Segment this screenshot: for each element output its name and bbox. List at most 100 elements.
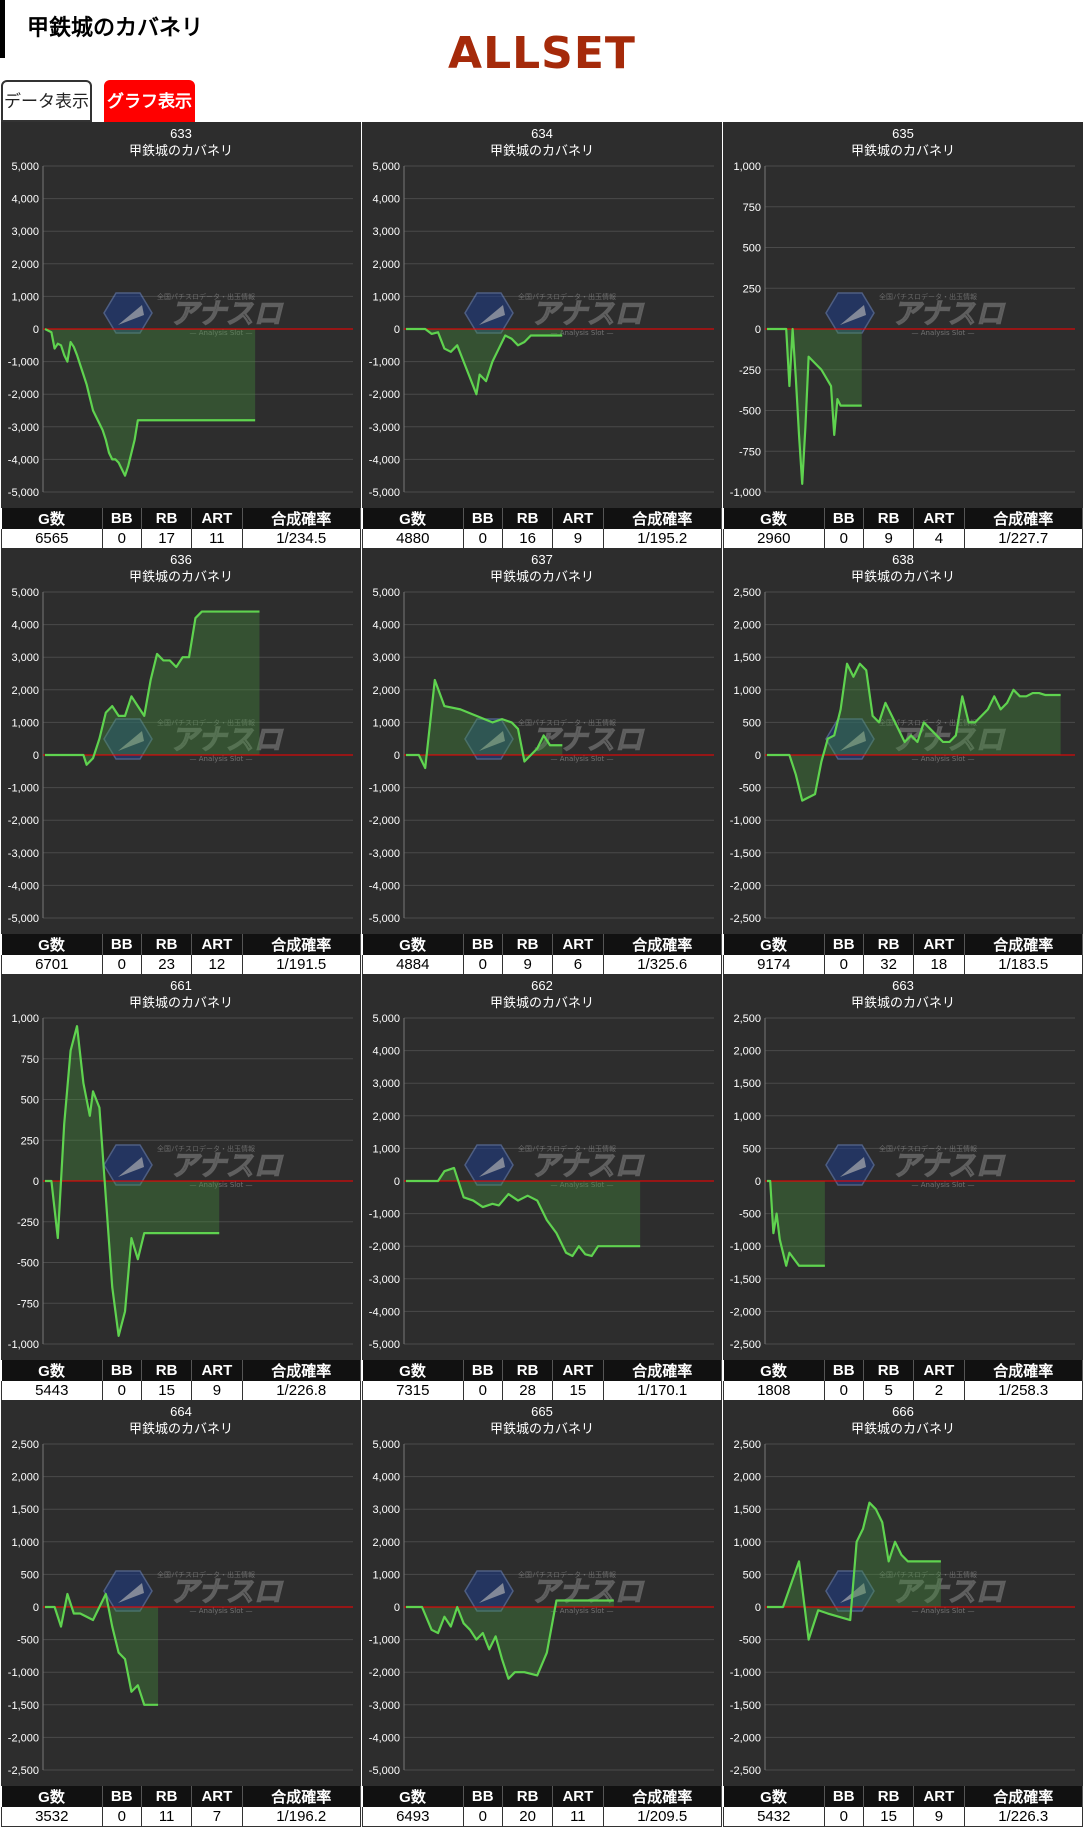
svg-text:アナスロ: アナスロ <box>892 297 1005 330</box>
svg-text:全国パチスロデータ・出玉情報: 全国パチスロデータ・出玉情報 <box>879 718 977 727</box>
y-tick-label: -1,500 <box>730 1274 761 1286</box>
chart-grid: 633 甲鉄城のカバネリ 5,000 4,000 3,000 2,000 1,000 0 -1,… <box>1 122 1083 1827</box>
svg-text:アナスロ: アナスロ <box>531 1149 644 1182</box>
stats-header-cell: 合成確率 <box>603 508 722 529</box>
svg-text:アナスロ: アナスロ <box>531 723 644 756</box>
stats-header-cell: ART <box>552 934 604 955</box>
stats-value-cell: 1/195.2 <box>602 529 722 549</box>
y-tick-label: 5,000 <box>372 1013 400 1025</box>
stats-header-cell: 合成確率 <box>603 1360 722 1381</box>
stats-value-cell: 16 <box>501 529 554 549</box>
y-tick-label: 750 <box>743 202 761 214</box>
y-tick-label: -4,000 <box>369 454 400 466</box>
y-tick-label: 2,000 <box>11 685 39 697</box>
stats-header-cell: RB <box>863 508 915 529</box>
chart-background <box>723 974 1083 1360</box>
tab-graph-view[interactable]: グラフ表示 <box>104 80 195 122</box>
y-tick-label: -250 <box>17 1217 39 1229</box>
series-line <box>406 1599 614 1680</box>
chart-panel-666: 666 甲鉄城のカバネリ 2,500 2,000 1,500 1,000 500 0 -500 -… <box>723 1400 1083 1827</box>
stats-header-cell: G数 <box>1 1786 103 1807</box>
stats-value-cell: 1/183.5 <box>963 955 1083 975</box>
y-tick-label: 750 <box>21 1054 39 1066</box>
y-tick-label: -2,000 <box>8 389 39 401</box>
y-tick-label: 500 <box>743 717 761 729</box>
stats-header-cell: G数 <box>362 934 464 955</box>
y-tick-label: -1,500 <box>8 1700 39 1712</box>
y-tick-label: 1,000 <box>372 1143 400 1155</box>
chart-title: 661 <box>170 978 192 993</box>
stats-header-cell: ART <box>191 508 243 529</box>
y-tick-label: 2,000 <box>11 259 39 271</box>
svg-text:アナスロ: アナスロ <box>892 1149 1005 1182</box>
chart-background <box>362 122 722 508</box>
y-tick-label: 2,000 <box>11 1472 39 1484</box>
chart-svg: 664 甲鉄城のカバネリ 2,500 2,000 1,500 1,000 500 0 -500 -… <box>1 1400 361 1786</box>
stats-header-cell: ART <box>552 508 604 529</box>
series-area <box>406 1167 641 1256</box>
stats-value-cell: 2 <box>913 1381 965 1401</box>
stats-table: G数 BB RB ART 合成確率 6701 0 23 12 1/191.5 <box>1 934 361 975</box>
svg-text:アナスロ: アナスロ <box>892 1575 1005 1608</box>
svg-text:アナスロ: アナスロ <box>892 723 1005 756</box>
svg-text:アナスロ: アナスロ <box>531 1575 644 1608</box>
y-tick-label: 0 <box>394 750 400 762</box>
series-line <box>406 327 563 396</box>
stats-header-cell: BB <box>102 1786 143 1807</box>
y-tick-label: 0 <box>394 1602 400 1614</box>
chart-title: 636 <box>170 552 192 567</box>
stats-table: G数 BB RB ART 合成確率 9174 0 32 18 1/183.5 <box>723 934 1083 975</box>
stats-value-cell: 0 <box>462 955 504 975</box>
y-tick-label: -4,000 <box>8 454 39 466</box>
chart-panel-636: 636 甲鉄城のカバネリ 5,000 4,000 3,000 2,000 1,000 0 -1,… <box>1 548 361 975</box>
chart-subtitle: 甲鉄城のカバネリ <box>490 1422 594 1437</box>
stats-value-cell: 2960 <box>723 529 825 549</box>
y-tick-label: -1,000 <box>730 815 761 827</box>
y-tick-label: 0 <box>33 324 39 336</box>
stats-header-cell: 合成確率 <box>964 508 1083 529</box>
stats-header-cell: BB <box>824 1786 865 1807</box>
y-tick-label: 4,000 <box>372 1472 400 1484</box>
chart-svg: 638 甲鉄城のカバネリ 2,500 2,000 1,500 1,000 500 0 -500 -… <box>723 548 1083 934</box>
y-tick-label: -4,000 <box>369 1732 400 1744</box>
y-tick-label: 2,000 <box>372 259 400 271</box>
chart-svg: 666 甲鉄城のカバネリ 2,500 2,000 1,500 1,000 500 0 -500 -… <box>723 1400 1083 1786</box>
stats-value-cell: 1/325.6 <box>602 955 722 975</box>
svg-text:— Analysis Slot —: — Analysis Slot — <box>190 1181 253 1189</box>
y-tick-label: -3,000 <box>8 848 39 860</box>
stats-value-cell: 6493 <box>362 1807 464 1827</box>
y-tick-label: -1,000 <box>369 1209 400 1221</box>
chart-svg: 663 甲鉄城のカバネリ 2,500 2,000 1,500 1,000 500 0 -500 -… <box>723 974 1083 1360</box>
stats-header-cell: ART <box>913 934 965 955</box>
stats-header-cell: ART <box>191 934 243 955</box>
chart-title: 663 <box>892 978 914 993</box>
series-area <box>406 1600 614 1679</box>
stats-table: G数 BB RB ART 合成確率 5432 0 15 9 1/226.3 <box>723 1786 1083 1827</box>
series-area <box>45 329 256 476</box>
y-tick-label: 2,000 <box>372 1537 400 1549</box>
chart-panel-633: 633 甲鉄城のカバネリ 5,000 4,000 3,000 2,000 1,000 0 -1,… <box>1 122 361 549</box>
stats-value-cell: 20 <box>501 1807 554 1827</box>
y-tick-label: -500 <box>739 406 761 418</box>
y-tick-label: 1,000 <box>733 1537 761 1549</box>
stats-table: G数 BB RB ART 合成確率 1808 0 5 2 1/258.3 <box>723 1360 1083 1401</box>
stats-value-cell: 6565 <box>1 529 103 549</box>
y-tick-label: -3,000 <box>369 848 400 860</box>
series-line <box>406 678 563 770</box>
svg-text:全国パチスロデータ・出玉情報: 全国パチスロデータ・出玉情報 <box>879 1144 977 1153</box>
chart-subtitle: 甲鉄城のカバネリ <box>129 1422 233 1437</box>
stats-header-cell: ART <box>552 1786 604 1807</box>
stats-table: G数 BB RB ART 合成確率 6565 0 17 11 1/234.5 <box>1 508 361 549</box>
chart-panel-634: 634 甲鉄城のカバネリ 5,000 4,000 3,000 2,000 1,000 0 -1,… <box>362 122 722 549</box>
series-area <box>45 1593 159 1705</box>
y-tick-label: 2,500 <box>11 1439 39 1451</box>
y-tick-label: -1,000 <box>8 1667 39 1679</box>
chart-title: 633 <box>170 126 192 141</box>
stats-value-cell: 15 <box>552 1381 604 1401</box>
chart-title: 635 <box>892 126 914 141</box>
tab-data-view[interactable]: データ表示 <box>1 80 92 122</box>
stats-header-cell: BB <box>824 934 865 955</box>
stats-value-cell: 5443 <box>1 1381 103 1401</box>
